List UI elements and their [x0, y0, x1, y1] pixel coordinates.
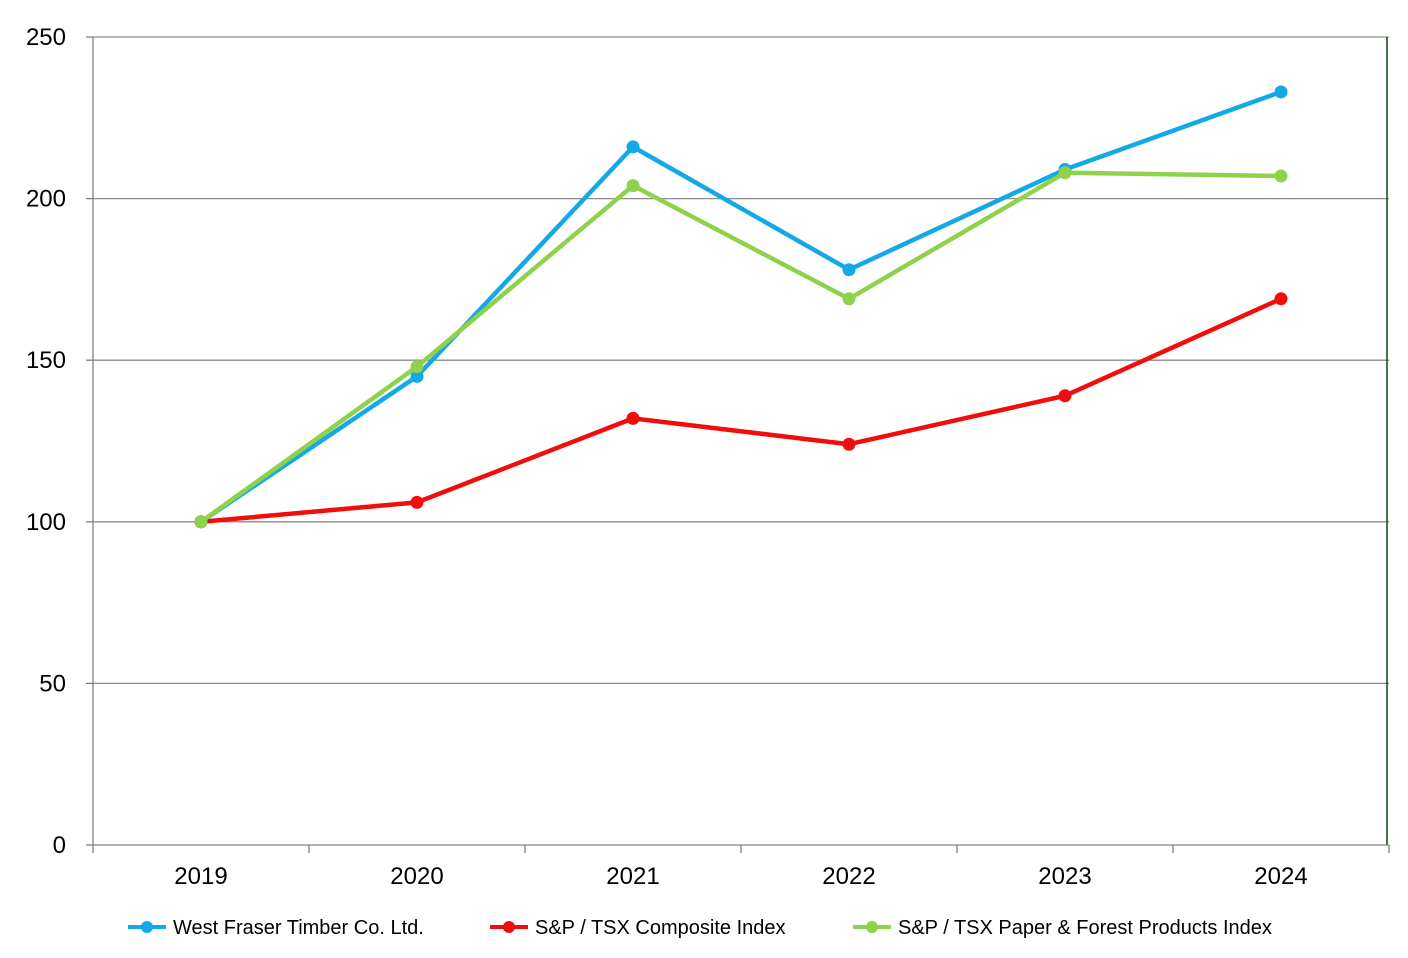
- y-tick-label: 150: [26, 347, 66, 374]
- data-point: [1274, 169, 1288, 183]
- series-2: [194, 292, 1288, 529]
- series-3: [194, 166, 1288, 529]
- data-point: [626, 411, 640, 425]
- data-point: [410, 360, 424, 374]
- y-tick-label: 50: [39, 670, 66, 697]
- data-point: [1274, 292, 1288, 306]
- series-line: [198, 296, 1284, 525]
- y-tick-labels: 0 50 100 150 200 250: [26, 24, 66, 859]
- axes: [86, 36, 1390, 853]
- data-point: [194, 515, 208, 529]
- legend-swatch-marker: [141, 921, 153, 933]
- x-tick-label: 2021: [606, 863, 659, 890]
- legend-item: West Fraser Timber Co. Ltd.: [128, 917, 424, 939]
- data-point: [410, 369, 424, 383]
- data-point: [626, 140, 640, 154]
- data-point: [1058, 389, 1072, 403]
- y-tick-label: 0: [53, 832, 66, 859]
- series-line: [198, 89, 1284, 525]
- x-tick-label: 2023: [1038, 863, 1091, 890]
- y-tick-label: 250: [26, 24, 66, 51]
- legend-label: West Fraser Timber Co. Ltd.: [173, 917, 424, 939]
- y-tick-label: 200: [26, 186, 66, 213]
- legend-swatch-marker: [866, 921, 878, 933]
- legend-item: S&P / TSX Composite Index: [490, 917, 786, 939]
- data-point: [626, 179, 640, 193]
- data-point: [842, 263, 856, 277]
- x-tick-label: 2024: [1254, 863, 1307, 890]
- data-point: [842, 292, 856, 306]
- series-1: [194, 85, 1288, 529]
- data-point: [1058, 166, 1072, 180]
- y-tick-label: 100: [26, 509, 66, 536]
- series-line: [198, 170, 1284, 525]
- legend-item: S&P / TSX Paper & Forest Products Index: [853, 917, 1272, 939]
- x-tick-label: 2019: [174, 863, 227, 890]
- legend-swatch-marker: [503, 921, 515, 933]
- gridlines: [93, 36, 1389, 685]
- legend: West Fraser Timber Co. Ltd. S&P / TSX Com…: [128, 917, 1272, 939]
- legend-label: S&P / TSX Composite Index: [535, 917, 786, 939]
- data-point: [410, 495, 424, 509]
- data-point: [842, 437, 856, 451]
- x-tick-label: 2020: [390, 863, 443, 890]
- legend-label: S&P / TSX Paper & Forest Products Index: [898, 917, 1272, 939]
- x-tick-labels: 2019 2020 2021 2022 2023 2024: [174, 863, 1307, 890]
- x-tick-label: 2022: [822, 863, 875, 890]
- data-point: [1274, 85, 1288, 99]
- series-lines: [194, 85, 1288, 529]
